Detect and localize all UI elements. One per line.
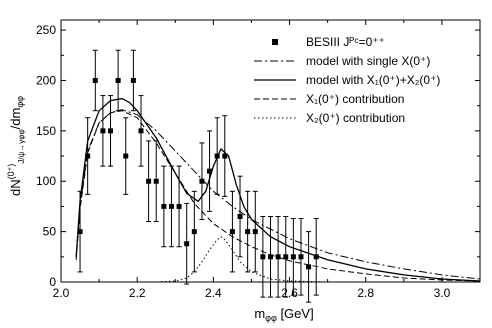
y-tick-label: 150 bbox=[36, 124, 56, 138]
data-point bbox=[229, 229, 235, 235]
x-tick-label: 3.0 bbox=[434, 286, 451, 300]
data-point bbox=[199, 178, 205, 184]
data-point bbox=[184, 241, 190, 247]
x-tick-label: 2.0 bbox=[53, 286, 70, 300]
y-tick-label: 100 bbox=[36, 174, 56, 188]
y-tick-label: 250 bbox=[36, 23, 56, 37]
data-point bbox=[207, 168, 213, 174]
data-point bbox=[146, 178, 152, 184]
legend-marker bbox=[272, 39, 278, 45]
series-line-dashed bbox=[75, 110, 480, 282]
series-line-dotted bbox=[61, 236, 480, 282]
x-tick-label: 2.2 bbox=[129, 286, 146, 300]
data-point bbox=[130, 77, 136, 83]
data-point bbox=[237, 214, 243, 219]
data-point bbox=[214, 153, 220, 159]
legend-label: model with X₁(0⁺)+X₂(0⁺) bbox=[306, 73, 440, 87]
x-axis-label: mφφ [GeV] bbox=[254, 306, 313, 323]
data-point bbox=[123, 153, 129, 159]
data-point bbox=[306, 264, 312, 270]
data-point bbox=[245, 229, 251, 235]
data-point bbox=[222, 153, 228, 159]
data-point bbox=[290, 254, 296, 260]
x-tick-label: 2.4 bbox=[205, 286, 222, 300]
data-point bbox=[268, 254, 273, 260]
data-point bbox=[153, 178, 159, 184]
y-tick-label: 50 bbox=[43, 225, 57, 239]
data-point bbox=[298, 254, 304, 260]
x-tick-label: 2.6 bbox=[281, 286, 298, 300]
points-layer bbox=[77, 49, 319, 303]
legend-label: model with single X(0⁺) bbox=[306, 54, 430, 68]
y-tick-label: 0 bbox=[49, 275, 56, 289]
x-tick-label: 2.8 bbox=[357, 286, 374, 300]
plot-frame bbox=[60, 19, 481, 283]
data-point bbox=[138, 128, 144, 134]
legend-label: BESIII Jᴾᶜ=0⁺⁺ bbox=[306, 35, 385, 49]
data-point bbox=[115, 77, 121, 83]
data-point bbox=[100, 128, 106, 134]
data-point bbox=[252, 229, 258, 235]
data-point bbox=[313, 254, 319, 260]
data-point bbox=[275, 254, 281, 260]
data-point bbox=[77, 229, 83, 235]
y-tick-label: 200 bbox=[36, 73, 56, 87]
legend: BESIII Jᴾᶜ=0⁺⁺ model with single X(0⁺) mod… bbox=[254, 35, 440, 125]
legend-label: X₂(0⁺) contribution bbox=[306, 111, 405, 125]
legend-label: X₁(0⁺) contribution bbox=[306, 92, 404, 106]
data-point bbox=[108, 128, 114, 134]
data-point bbox=[176, 203, 182, 209]
data-point bbox=[92, 77, 98, 83]
data-point bbox=[85, 153, 91, 159]
data-point bbox=[168, 203, 174, 209]
data-point bbox=[283, 254, 289, 260]
series-line-dash-dot bbox=[75, 109, 480, 280]
data-point bbox=[161, 203, 167, 209]
data-point bbox=[191, 229, 197, 235]
data-point bbox=[260, 254, 266, 260]
